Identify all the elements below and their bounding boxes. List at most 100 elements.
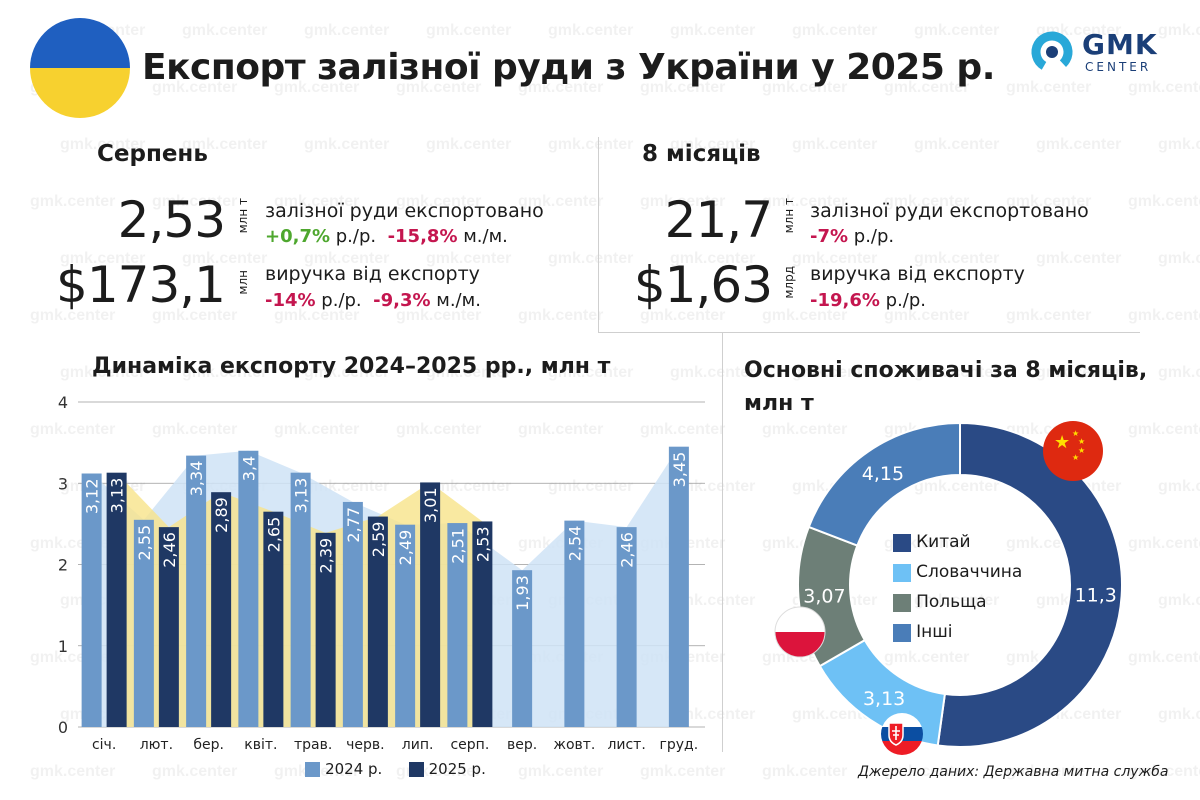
bar-2024-label: 2,49 xyxy=(396,530,415,566)
watermark-text: gmk.center xyxy=(30,193,115,210)
august-revenue-desc: виручка від експорту xyxy=(265,263,480,285)
bar-2024-label: 2,77 xyxy=(344,507,363,543)
y-tick-label: 4 xyxy=(58,393,68,412)
watermark-text: gmk.center xyxy=(1128,535,1200,552)
slice-china xyxy=(936,421,1123,748)
august-volume-mom-suffix: м./м. xyxy=(463,226,508,247)
watermark-text: gmk.center xyxy=(1158,592,1200,609)
watermark-text: gmk.center xyxy=(670,364,755,381)
bar-2024 xyxy=(81,473,102,727)
donut-chart-title: Основні споживачі за 8 місяців, млн т xyxy=(744,358,1148,416)
august-revenue-mom: -9,3% xyxy=(373,290,431,311)
x-tick-label: серп. xyxy=(450,737,489,753)
bar-2024-label: 3,13 xyxy=(292,478,311,514)
eight-months-revenue-unit: млрд xyxy=(782,266,796,299)
bar-2025-label: 2,65 xyxy=(264,517,283,553)
page-title: Експорт залізної руди з України у 2025 р… xyxy=(142,47,995,88)
august-volume-changes: +0,7% р./р. -15,8% м./м. xyxy=(265,226,508,247)
bar-2025-label: 2,53 xyxy=(473,526,492,562)
watermark-text: gmk.center xyxy=(1128,649,1200,666)
bar-2024-label: 2,54 xyxy=(565,526,584,562)
slice-other-label: 4,15 xyxy=(862,463,904,485)
x-tick-label: лист. xyxy=(607,737,645,753)
august-volume-mom: -15,8% xyxy=(387,226,458,247)
legend-other-label: Інші xyxy=(916,622,953,642)
bar-2025 xyxy=(472,521,493,727)
bar-2024 xyxy=(447,523,468,727)
slice-slovakia-label: 3,13 xyxy=(863,688,905,710)
watermark-text: gmk.center xyxy=(1006,307,1091,324)
legend-2025-swatch xyxy=(408,762,424,777)
watermark-text: gmk.center xyxy=(670,22,755,39)
logo-subtitle: CENTER xyxy=(1085,60,1152,74)
bar-2024 xyxy=(133,519,154,727)
bar-2024 xyxy=(564,520,585,727)
x-tick-label: квіт. xyxy=(244,737,277,753)
bar-2024-label: 3,12 xyxy=(83,479,102,515)
eight-months-title: 8 місяців xyxy=(642,141,761,167)
legend-2024-swatch xyxy=(305,762,320,777)
eight-months-revenue-yoy-suffix: р./р. xyxy=(885,290,927,311)
bar-2024-label: 1,93 xyxy=(513,575,532,611)
watermark-text: gmk.center xyxy=(548,250,633,267)
legend-china-label: Китай xyxy=(916,532,971,552)
slice-poland-label: 3,07 xyxy=(803,586,845,608)
legend-other: Інші xyxy=(893,617,1022,647)
eight-months-revenue-changes: -19,6% р./р. xyxy=(810,290,926,311)
legend-slovakia: Словаччина xyxy=(893,557,1022,587)
august-volume-value: 2,53 xyxy=(117,191,226,249)
bar-2025 xyxy=(420,482,441,727)
x-tick-label: лют. xyxy=(140,737,173,753)
y-tick-label: 1 xyxy=(58,637,68,656)
bar-2025-label: 2,46 xyxy=(160,532,179,568)
legend-poland-swatch xyxy=(893,593,911,612)
bar-2024-label: 2,51 xyxy=(448,528,467,564)
watermark-text: gmk.center xyxy=(1006,79,1091,96)
august-revenue-yoy: -14% xyxy=(265,290,316,311)
bar-2025 xyxy=(367,516,388,727)
watermark-text: gmk.center xyxy=(304,22,389,39)
legend-poland: Польща xyxy=(893,587,1022,617)
bar-2024 xyxy=(616,527,637,727)
bar-2024-label: 2,55 xyxy=(135,525,154,561)
y-tick-label: 0 xyxy=(58,718,68,737)
legend-2024-label: 2024 р. xyxy=(325,760,383,778)
y-tick-label: 3 xyxy=(58,474,68,493)
bar-chart: 0 1 2 3 4 3,12 3,13 січ. 2,55 2,46 лют. 3,34 2,89 бер… xyxy=(58,393,705,753)
watermark-text: gmk.center xyxy=(518,307,603,324)
legend-poland-label: Польща xyxy=(916,592,987,612)
august-revenue-yoy-suffix: р./р. xyxy=(321,290,362,311)
x-tick-label: січ. xyxy=(92,737,116,753)
x-tick-label: жовт. xyxy=(553,737,595,753)
watermark-text: gmk.center xyxy=(1158,136,1200,153)
eight-months-volume-value: 21,7 xyxy=(664,191,773,249)
eight-months-volume-unit: млн т xyxy=(782,198,796,234)
bar-2024 xyxy=(668,446,689,727)
watermark-text: gmk.center xyxy=(792,136,877,153)
eight-months-revenue-value: $1,63 xyxy=(633,256,773,314)
bar-2025 xyxy=(315,532,336,727)
ukraine-flag-icon xyxy=(30,18,130,118)
bar-2024 xyxy=(512,570,533,727)
bar-2025 xyxy=(263,511,284,727)
bar-2024-label: 3,4 xyxy=(239,456,258,481)
watermark-text: gmk.center xyxy=(426,22,511,39)
bar-2024 xyxy=(238,450,259,727)
eight-months-revenue-desc: виручка від експорту xyxy=(810,263,1025,285)
bar-chart-title: Динаміка експорту 2024–2025 рр., млн т xyxy=(92,354,611,379)
svg-text:★: ★ xyxy=(1054,432,1070,453)
bar-2024-label: 3,34 xyxy=(187,461,206,497)
bar-2025-label: 3,01 xyxy=(421,487,440,523)
slovakia-flag-icon xyxy=(881,713,923,755)
svg-text:★: ★ xyxy=(1078,437,1085,446)
legend-china: Китай xyxy=(893,527,1022,557)
bar-2024-label: 2,46 xyxy=(618,532,637,568)
bar-2025-label: 2,89 xyxy=(212,497,231,533)
bar-2025 xyxy=(158,527,179,727)
watermark-text: gmk.center xyxy=(182,22,267,39)
eight-months-volume-desc: залізної руди експортовано xyxy=(810,200,1089,222)
legend-china-swatch xyxy=(893,533,911,552)
x-tick-label: черв. xyxy=(346,737,384,753)
bar-2024 xyxy=(186,455,207,727)
gmk-center-logo: GMK CENTER xyxy=(1030,28,1175,78)
